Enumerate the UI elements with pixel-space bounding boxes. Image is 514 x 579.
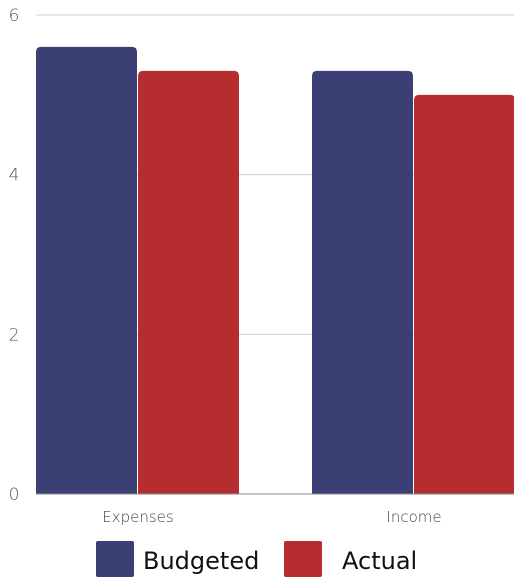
bar-income-budgeted (312, 70, 413, 494)
bar-expenses-budgeted (36, 46, 137, 494)
bar-income-actual (414, 94, 514, 494)
x-axis-category-labels: Expenses Income (102, 508, 441, 526)
x-category-label-income: Income (386, 508, 441, 526)
legend-label-actual: Actual (342, 547, 417, 575)
legend-swatch-actual (284, 541, 322, 577)
y-tick-label-2: 2 (9, 325, 20, 345)
legend: Budgeted Actual (96, 541, 417, 577)
x-category-label-expenses: Expenses (102, 508, 173, 526)
y-tick-label-6: 6 (9, 6, 20, 26)
legend-label-budgeted: Budgeted (143, 547, 259, 575)
legend-swatch-budgeted (96, 541, 134, 577)
y-tick-label-4: 4 (9, 166, 20, 186)
y-tick-label-0: 0 (9, 485, 20, 505)
bars (36, 46, 514, 494)
bar-expenses-actual (138, 70, 239, 494)
y-axis-tick-labels: 0 2 4 6 (9, 6, 20, 505)
